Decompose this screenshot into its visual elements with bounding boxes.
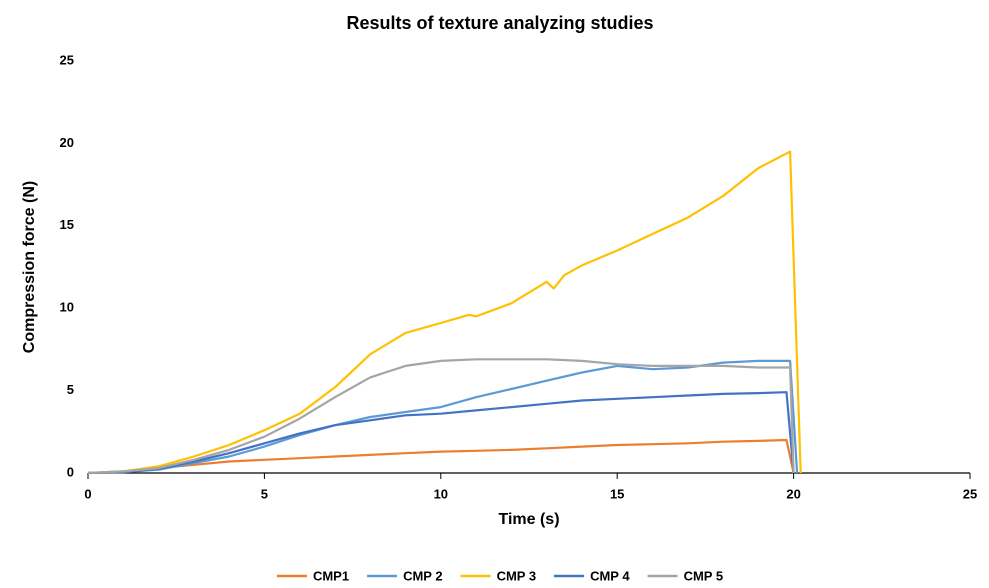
series-line: [87, 438, 795, 475]
x-tick-label: 10: [434, 486, 448, 501]
x-tick-label: 20: [786, 486, 800, 501]
y-tick-label: 25: [60, 52, 74, 67]
legend-label: CMP1: [313, 568, 349, 583]
x-tick-label: 0: [84, 486, 91, 501]
x-tick-label: 25: [963, 486, 977, 501]
y-tick-label: 10: [60, 300, 74, 315]
series-line: [87, 150, 802, 475]
legend-label: CMP 4: [590, 568, 630, 583]
legend-label: CMP 2: [403, 568, 443, 583]
series-line: [87, 391, 795, 475]
y-tick-label: 0: [67, 464, 74, 479]
x-axis-label: Time (s): [498, 511, 559, 528]
x-tick-label: 15: [610, 486, 624, 501]
y-tick-label: 15: [60, 217, 74, 232]
y-tick-label: 20: [60, 135, 74, 150]
legend-label: CMP 3: [497, 568, 537, 583]
y-tick-label: 5: [67, 382, 74, 397]
x-tick-label: 5: [261, 486, 268, 501]
chart-title: Results of texture analyzing studies: [346, 13, 653, 33]
series-line: [87, 358, 795, 475]
y-axis-label: Compression force (N): [21, 181, 38, 353]
legend-label: CMP 5: [684, 568, 724, 583]
